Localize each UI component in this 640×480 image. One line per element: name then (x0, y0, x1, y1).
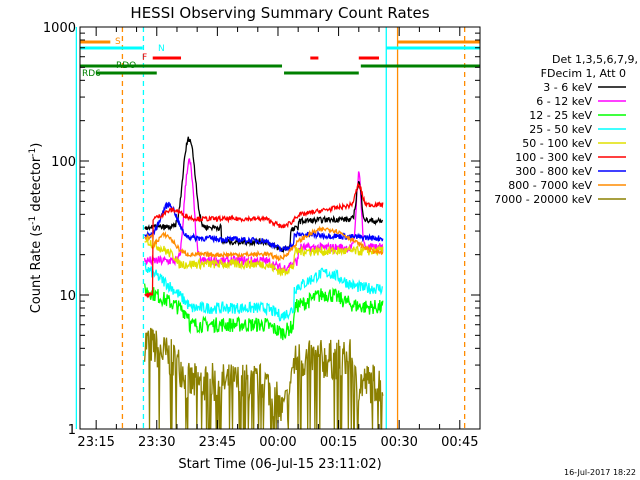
chart-title: HESSI Observing Summary Count Rates (130, 4, 429, 22)
series-line-800-7000-kev (144, 225, 384, 262)
legend-header-line-1: Det 1,3,5,6,7,9, (552, 53, 638, 66)
legend-entry-label: 800 - 7000 keV (508, 179, 592, 192)
x-tick-label: 00:00 (259, 435, 296, 450)
generation-timestamp: 16-Jul-2017 18:22 (564, 468, 636, 477)
x-tick-label: 23:45 (199, 435, 236, 450)
y-axis-label-part-2: detector (29, 156, 44, 216)
plot-frame (79, 26, 481, 430)
x-axis-label: Start Time (06-Jul-15 23:11:02) (178, 457, 381, 472)
series-line-25-50-kev (144, 262, 383, 322)
x-tick-label: 23:15 (77, 435, 114, 450)
y-tick-label: 1 (68, 423, 76, 438)
series-line-300-800-kev (144, 201, 384, 253)
series-line-50-100-kev (144, 237, 384, 277)
y-tick-label: 100 (51, 155, 76, 170)
series-line-7000-20000-kev (143, 327, 384, 430)
y-axis-label-part-3: ) (29, 143, 44, 148)
series-line-12-25-kev (143, 283, 384, 341)
legend-header-line-2: FDecim 1, Att 0 (541, 67, 626, 80)
decimation-flag-label-2: RD6 (82, 69, 101, 79)
legend-entry-label: 25 - 50 keV (529, 123, 592, 136)
legend-entry-label: 300 - 800 keV (515, 165, 592, 178)
decimation-flag-label: RDO (116, 61, 136, 71)
y-axis-label-exp-2: -1 (28, 148, 38, 157)
night-flag-label: N (158, 44, 165, 54)
x-tick-label: 00:45 (441, 435, 478, 450)
saa-flag-label: S (115, 37, 121, 47)
legend-entry-label: 3 - 6 keV (543, 81, 592, 94)
series-line-3-6-kev (144, 136, 384, 254)
legend-entry-label: 7000 - 20000 keV (494, 193, 592, 206)
y-tick-label: 1000 (43, 21, 76, 36)
y-axis-label-exp-1: -1 (28, 216, 38, 225)
axes: 1 10 100 1000 23:15 23:30 23:45 00:00 00:15 00:30… (43, 21, 481, 450)
y-axis-label: Count Rate (s-1 detector-1) (28, 143, 44, 314)
y-axis-label-part-1: Count Rate (s (29, 225, 44, 314)
legend-entry-label: 50 - 100 keV (522, 137, 592, 150)
flare-flag-label: F (142, 53, 147, 63)
legend-entry-label: 6 - 12 keV (536, 95, 592, 108)
series-line-100-300-kev (144, 182, 384, 299)
legend-entry-label: 12 - 25 keV (529, 109, 592, 122)
plot-area: S N F RDO RD6 (75, 27, 480, 430)
x-tick-label: 23:30 (138, 435, 175, 450)
legend: Det 1,3,5,6,7,9, FDecim 1, Att 0 3 - 6 k… (494, 53, 638, 206)
x-tick-label: 00:15 (320, 435, 357, 450)
legend-entry-label: 100 - 300 keV (515, 151, 592, 164)
x-tick-label: 00:30 (380, 435, 417, 450)
y-tick-label: 10 (59, 289, 76, 304)
